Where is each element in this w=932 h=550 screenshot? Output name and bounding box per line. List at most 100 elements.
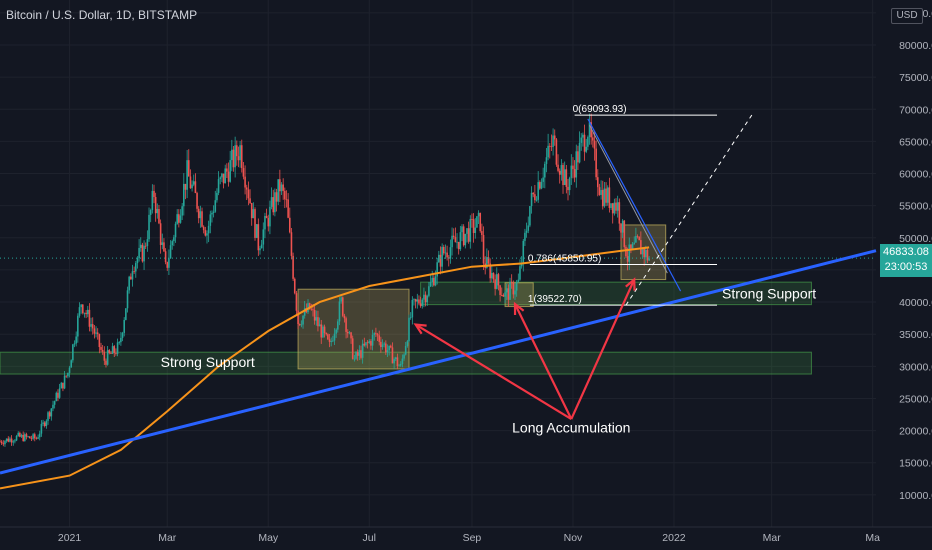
candle-body: [45, 420, 48, 427]
candle-body: [332, 340, 334, 342]
candle-body: [153, 190, 155, 198]
candle-body: [466, 228, 468, 234]
candle-body: [408, 317, 410, 342]
candle-body: [103, 351, 106, 361]
candle-body: [60, 382, 63, 389]
candle-body: [601, 189, 604, 207]
currency-button[interactable]: USD: [891, 8, 923, 24]
candle-body: [110, 353, 112, 354]
candle-body: [525, 230, 528, 233]
candle-body: [202, 226, 205, 231]
candle-body: [178, 214, 180, 223]
candle-body: [17, 432, 20, 436]
candle-body: [90, 324, 92, 327]
candle-body: [491, 272, 493, 279]
candle-body: [267, 218, 270, 227]
candle-body: [2, 443, 5, 445]
candle-body: [197, 208, 200, 219]
candle-body: [434, 276, 437, 286]
candle-body: [78, 307, 81, 316]
candle-body: [565, 169, 568, 187]
candle-body: [608, 187, 611, 208]
downtrend-line: [587, 118, 682, 292]
support-zone-label: Strong Support: [161, 354, 255, 370]
candle-body: [630, 244, 632, 249]
candle-body: [67, 372, 69, 377]
candle-body: [120, 337, 122, 343]
candle-body: [428, 286, 430, 296]
candle-body: [7, 438, 10, 442]
y-tick-label: 70000.00: [899, 104, 932, 116]
candle-body: [592, 137, 594, 141]
candle-body: [517, 279, 520, 282]
candle-body: [361, 343, 364, 358]
candle-body: [101, 349, 104, 352]
candle-body: [320, 324, 323, 338]
candle-body: [540, 181, 543, 189]
candle-body: [250, 203, 253, 219]
candle-body: [80, 304, 82, 308]
candle-body: [416, 299, 419, 302]
y-tick-label: 25000.00: [899, 393, 932, 405]
candle-body: [335, 329, 337, 334]
x-tick-label: Mar: [158, 532, 177, 544]
candle-body: [451, 235, 453, 248]
candle-body: [136, 258, 139, 264]
fib-diagonal: [625, 114, 753, 306]
candle-body: [459, 232, 462, 250]
candle-body: [583, 134, 586, 152]
candle-body: [149, 210, 152, 215]
candle-body: [401, 358, 404, 365]
y-tick-label: 50000.00: [899, 233, 932, 245]
candle-body: [77, 315, 79, 337]
candle-body: [381, 344, 384, 348]
candle-body: [550, 146, 553, 148]
candle-body: [345, 318, 347, 332]
candle-body: [537, 182, 539, 200]
candle-body: [70, 360, 73, 368]
candle-body: [95, 332, 97, 334]
candle-body: [229, 160, 231, 182]
candle-body: [423, 294, 425, 300]
candle-body: [535, 199, 538, 201]
annotation-label: Long Accumulation: [512, 420, 630, 436]
candle-body: [125, 308, 127, 320]
candle-body: [337, 321, 339, 330]
arrow-head: [513, 301, 525, 315]
accumulation-boxes: [297, 224, 667, 370]
candle-body: [280, 184, 283, 192]
candle-body: [505, 288, 508, 293]
candle-body: [252, 209, 255, 219]
candle-body: [399, 364, 402, 366]
wedge-line: [589, 125, 668, 274]
candle-body: [9, 438, 11, 442]
candle-body: [386, 350, 389, 353]
candle-body: [464, 233, 467, 246]
candle-body: [643, 248, 645, 258]
candle-body: [545, 157, 548, 164]
candle-body: [620, 223, 622, 233]
candle-body: [189, 176, 192, 189]
candle-body: [363, 343, 366, 346]
candle-body: [83, 312, 86, 314]
accumulation-box: [620, 224, 667, 281]
candle-body: [24, 434, 26, 441]
candle-body: [141, 244, 144, 262]
y-tick-label: 40000.00: [899, 297, 932, 309]
time-axis[interactable]: 2021 Mar May Jul Sep Nov 2022 Mar Ma: [0, 526, 932, 544]
candle-body: [65, 375, 68, 377]
candle-body: [222, 173, 225, 184]
candle-body: [616, 202, 619, 211]
candle-body: [204, 230, 207, 236]
candle-body: [494, 279, 496, 289]
candle-body: [593, 140, 596, 149]
candle-body: [206, 233, 208, 236]
candle-body: [108, 350, 111, 354]
candle-body: [219, 177, 222, 180]
y-tick-label: 10000.00: [899, 490, 932, 502]
candle-body: [131, 271, 134, 280]
candle-body: [33, 434, 36, 439]
candle-body: [308, 303, 311, 309]
candle-body: [328, 339, 331, 342]
